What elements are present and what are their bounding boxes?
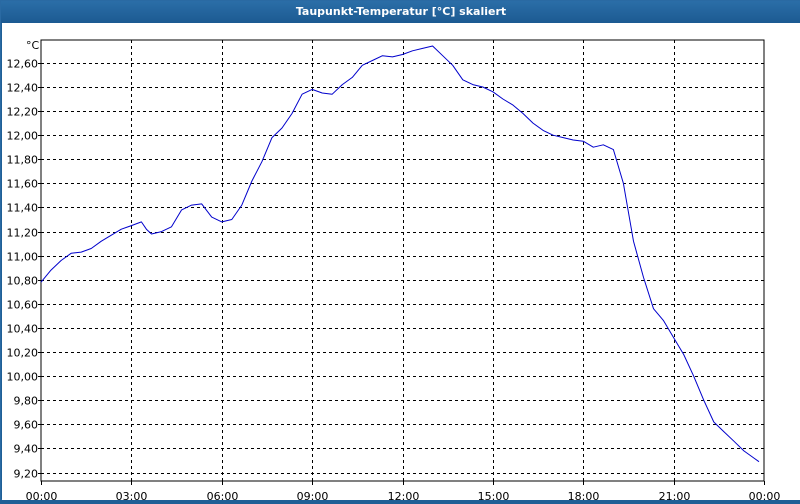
plot-area bbox=[40, 39, 765, 482]
y-tick-label: 11,40 bbox=[7, 202, 39, 215]
x-tick-time: 03:00 bbox=[116, 490, 148, 500]
grid-lines bbox=[41, 40, 764, 481]
x-tick-time: 15:00 bbox=[478, 490, 510, 500]
x-tick-time: 12:00 bbox=[388, 490, 420, 500]
y-tick-label: 9,80 bbox=[14, 395, 39, 408]
y-tick-label: 9,20 bbox=[14, 468, 39, 481]
x-tick-time: 06:00 bbox=[207, 490, 239, 500]
x-tick-time: 09:00 bbox=[297, 490, 329, 500]
y-tick-label: 12,00 bbox=[7, 130, 39, 143]
y-tick-label: 10,40 bbox=[7, 323, 39, 336]
y-tick-label: 11,20 bbox=[7, 227, 39, 240]
line-chart: 12,60 12,40 12,20 12,00 11,80 11,60 11,40 11,20… bbox=[7, 39, 781, 503]
y-tick-label: 11,80 bbox=[7, 154, 39, 167]
y-tick-label: 11,60 bbox=[7, 178, 39, 191]
y-tick-label: 11,00 bbox=[7, 251, 39, 264]
y-tick-label: 9,60 bbox=[14, 419, 39, 432]
y-unit-label: °C bbox=[26, 39, 40, 52]
y-axis-ticks: 12,60 12,40 12,20 12,00 11,80 11,60 11,40 11,20… bbox=[7, 58, 41, 481]
series-line bbox=[40, 45, 760, 463]
y-tick-label: 10,80 bbox=[7, 275, 39, 288]
y-tick-label: 12,20 bbox=[7, 106, 39, 119]
window-title: Taupunkt-Temperatur [°C] skaliert bbox=[1, 1, 800, 23]
x-tick-time: 00:00 bbox=[26, 490, 58, 500]
y-tick-label: 10,20 bbox=[7, 347, 39, 360]
y-tick-label: 12,40 bbox=[7, 82, 39, 95]
series-layer bbox=[40, 45, 760, 463]
y-tick-label: 9,40 bbox=[14, 443, 39, 456]
x-axis-ticks: 00:0016.11.1603:0016.11.1606:0016.11.160… bbox=[26, 481, 781, 503]
chart-panel: 12,60 12,40 12,20 12,00 11,80 11,60 11,40 11,20… bbox=[2, 23, 800, 503]
y-tick-label: 10,00 bbox=[7, 371, 39, 384]
y-tick-label: 12,60 bbox=[7, 58, 39, 71]
x-tick-time: 18:00 bbox=[568, 490, 600, 500]
x-tick-time: 21:00 bbox=[659, 490, 691, 500]
x-tick-time: 00:00 bbox=[749, 490, 781, 500]
y-tick-label: 10,60 bbox=[7, 299, 39, 312]
